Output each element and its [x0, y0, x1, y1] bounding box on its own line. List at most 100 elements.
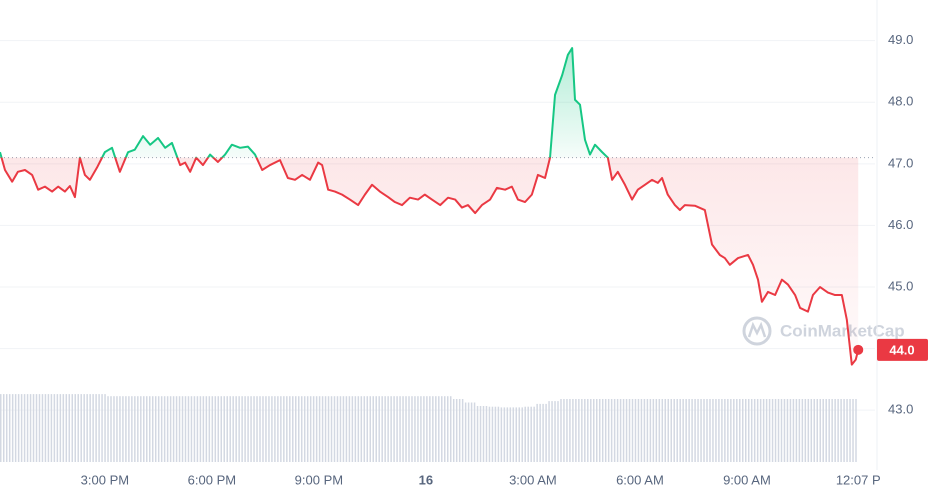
- volume-bar: [119, 396, 121, 462]
- volume-bar: [193, 396, 196, 462]
- volume-bar: [595, 399, 598, 462]
- volume-bar: [390, 396, 392, 462]
- volume-bar: [789, 399, 792, 462]
- volume-bar: [286, 396, 288, 462]
- volume-bar: [160, 396, 163, 462]
- volume-bar: [801, 399, 804, 462]
- volume-bar: [137, 396, 139, 462]
- volume-bar: [214, 396, 217, 462]
- x-tick-label: 9:00 AM: [723, 472, 771, 487]
- volume-bar: [813, 399, 816, 462]
- volume-bar: [184, 396, 187, 462]
- volume-bar: [292, 396, 294, 462]
- volume-bar: [8, 394, 11, 462]
- volume-bar: [131, 396, 133, 462]
- volume-bar: [694, 399, 696, 462]
- volume-bar: [104, 394, 106, 462]
- volume-bar: [506, 407, 509, 462]
- volume-bar: [375, 396, 377, 462]
- volume-bar: [140, 396, 142, 462]
- volume-bar: [643, 399, 646, 462]
- volume-bar: [566, 399, 568, 462]
- volume-bar: [619, 399, 622, 462]
- volume-bar: [831, 399, 833, 462]
- volume-bar: [148, 396, 151, 462]
- volume-bar: [625, 399, 628, 462]
- volume-bar: [89, 394, 91, 462]
- volume-bar: [354, 396, 357, 462]
- volume-bar: [208, 396, 211, 462]
- volume-bar: [83, 394, 85, 462]
- volume-bar: [721, 399, 723, 462]
- volume-bar: [458, 399, 461, 462]
- volume-bar: [739, 399, 741, 462]
- price-area: [0, 48, 859, 365]
- volume-bar: [259, 396, 261, 462]
- volume-bar: [295, 396, 297, 462]
- volume-bar: [452, 399, 455, 462]
- volume-bar: [852, 399, 854, 462]
- volume-bar: [718, 399, 720, 462]
- volume-bar: [357, 396, 360, 462]
- volume-bar: [220, 396, 223, 462]
- volume-bar: [211, 396, 214, 462]
- volume-bar: [268, 396, 270, 462]
- volume-bar: [494, 406, 497, 462]
- volume-bar: [715, 399, 717, 462]
- volume-bar: [539, 403, 541, 462]
- volume-bar: [572, 399, 574, 462]
- volume-bar: [289, 396, 291, 462]
- volume-bar: [178, 396, 181, 462]
- volume-bar: [730, 399, 732, 462]
- volume-bar: [455, 399, 458, 462]
- volume-bar: [598, 399, 601, 462]
- volume-bar: [247, 396, 249, 462]
- volume-bar: [676, 399, 678, 462]
- volume-bar: [309, 396, 312, 462]
- volume-bar: [101, 394, 103, 462]
- volume-bar: [688, 399, 690, 462]
- volume-bar: [846, 399, 848, 462]
- volume-bar: [125, 396, 127, 462]
- volume-bar: [175, 396, 178, 462]
- volume-bar: [515, 407, 518, 462]
- volume-bar: [628, 399, 631, 462]
- volume-bar: [518, 407, 521, 462]
- volume-bar: [95, 394, 97, 462]
- volume-bar: [297, 396, 300, 462]
- volume-bar: [429, 396, 431, 462]
- volume-bar: [235, 396, 237, 462]
- volume-bar: [744, 399, 747, 462]
- volume-bar: [482, 406, 485, 462]
- volume-bar: [372, 396, 374, 462]
- volume-bar: [396, 396, 398, 462]
- volume-bar: [262, 396, 264, 462]
- volume-bar: [500, 407, 503, 462]
- volume-bar: [420, 396, 422, 462]
- volume-bar: [563, 399, 565, 462]
- volume-bar: [446, 396, 449, 462]
- volume-bar: [438, 396, 440, 462]
- volume-bar: [819, 399, 821, 462]
- volume-bar: [122, 396, 124, 462]
- volume-bar: [545, 403, 547, 462]
- volume-bar: [369, 396, 372, 462]
- volume-bar: [41, 394, 44, 462]
- volume-bar: [607, 399, 610, 462]
- volume-bar: [491, 406, 494, 462]
- volume-bar: [303, 396, 306, 462]
- volume-bar: [476, 406, 479, 462]
- volume-bar: [488, 406, 491, 462]
- volume-bar: [98, 394, 100, 462]
- volume-bar: [348, 396, 351, 462]
- volume-bar: [697, 399, 699, 462]
- volume-bar: [417, 396, 419, 462]
- volume-bar: [640, 399, 643, 462]
- x-tick-label: 16: [419, 472, 433, 487]
- x-tick-label: 6:00 PM: [188, 472, 236, 487]
- volume-bar: [35, 394, 38, 462]
- volume-bar: [768, 399, 771, 462]
- volume-bar: [360, 396, 363, 462]
- volume-bar: [402, 396, 404, 462]
